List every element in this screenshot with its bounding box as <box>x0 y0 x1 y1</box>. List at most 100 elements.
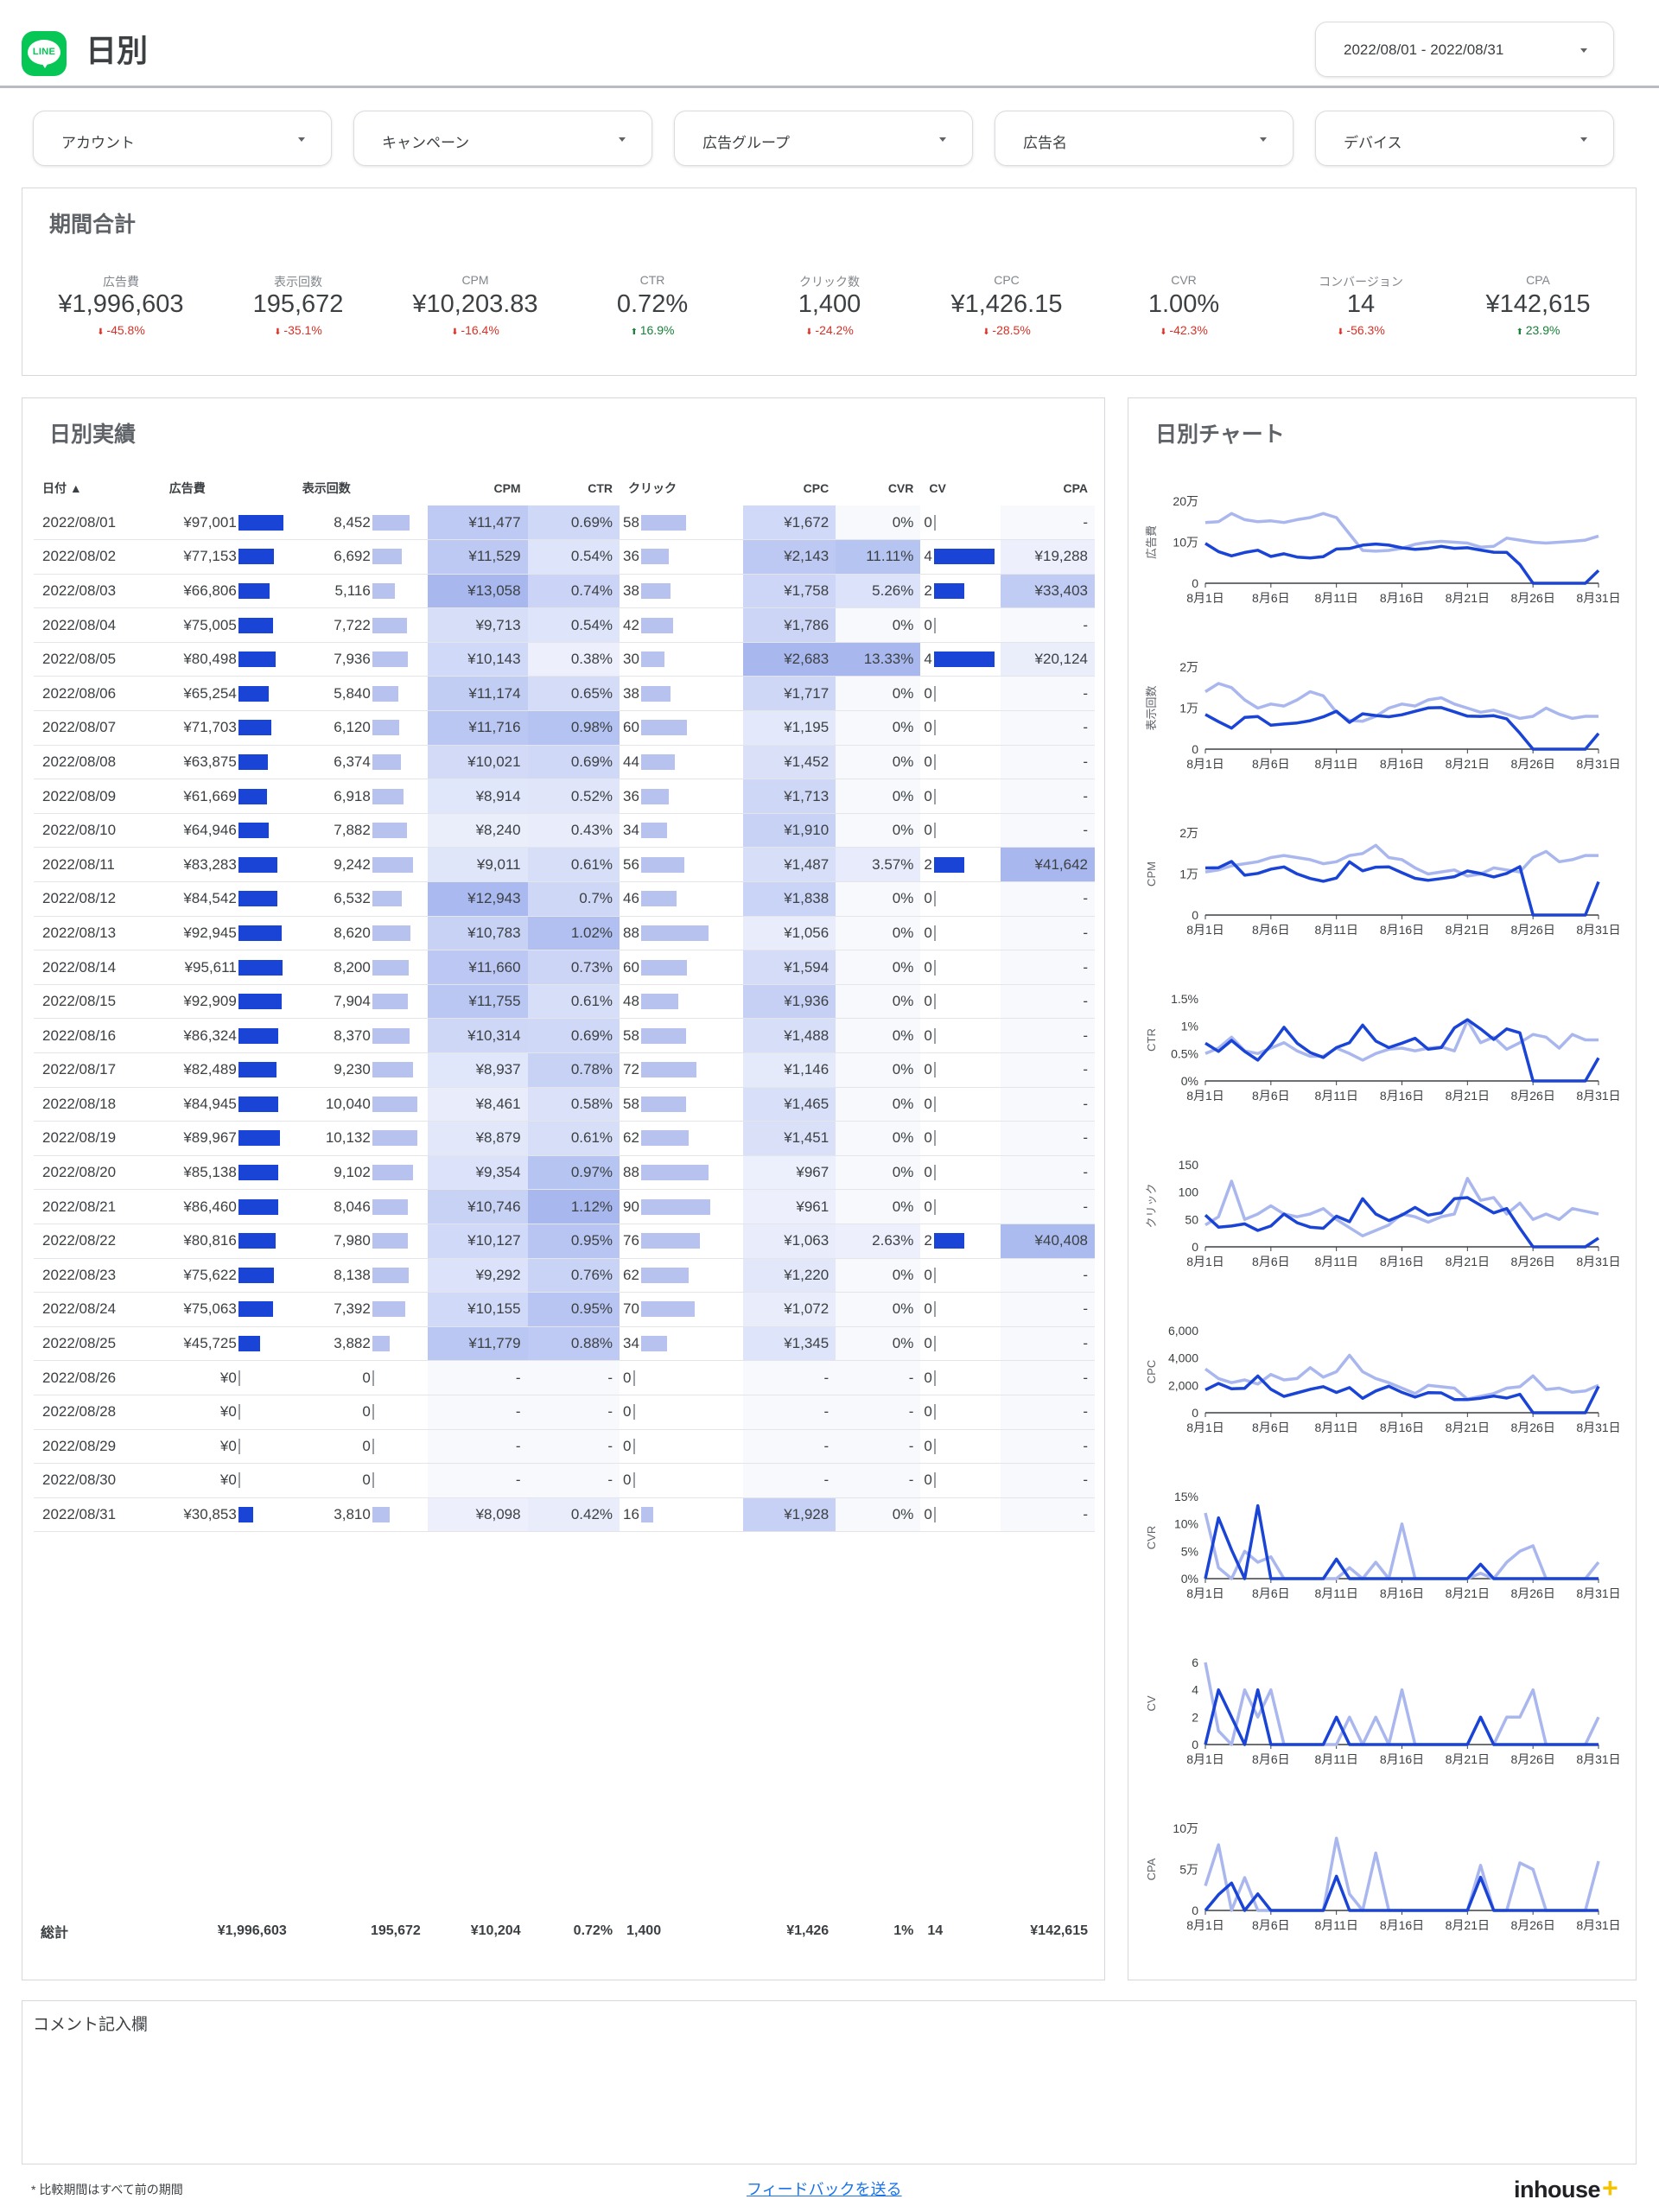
bar-cell: 0 <box>293 1429 428 1465</box>
data-bar <box>933 1062 936 1078</box>
date-range-picker[interactable]: 2022/08/01 - 2022/08/31 <box>1315 22 1614 77</box>
cell-value: 9,230 <box>334 1061 371 1078</box>
column-header[interactable]: CV <box>929 481 946 495</box>
y-tick-label: 10万 <box>1173 536 1198 550</box>
filter-campaign[interactable]: キャンペーン <box>353 111 652 166</box>
cell-value: ¥75,005 <box>183 616 237 633</box>
column-header[interactable]: CVR <box>887 481 914 495</box>
y-tick-label: 5% <box>1181 1544 1198 1558</box>
cell-value: 0 <box>924 1403 932 1421</box>
chevron-down-icon <box>1580 48 1587 53</box>
column-header[interactable]: CPC <box>803 481 830 495</box>
filter-ad-name[interactable]: 広告名 <box>995 111 1294 166</box>
totals-value: ¥1,996,603 <box>217 1923 287 1938</box>
filter-device[interactable]: デバイス <box>1315 111 1614 166</box>
bar-cell: 0 <box>920 1395 1001 1430</box>
data-bar <box>640 652 664 668</box>
column-header[interactable]: 広告費 <box>168 481 206 495</box>
bar-cell: 8,138 <box>293 1258 428 1294</box>
column-header[interactable]: CTR <box>588 481 613 495</box>
cell-value: 58 <box>623 513 639 531</box>
table-row: 2022/08/14 ¥95,611 8,200 ¥11,660 0.73% 60 ¥1,5… <box>34 950 1095 985</box>
data-bar <box>640 617 673 633</box>
cell-value: - <box>1001 1292 1095 1327</box>
feedback-link[interactable]: フィードバックを送る <box>747 2181 902 2198</box>
cell-value: 30 <box>623 651 639 668</box>
data-bar <box>372 925 410 941</box>
cell-value: - <box>427 1360 528 1395</box>
bar-cell: 58 <box>620 1018 743 1053</box>
y-tick-label: 0 <box>1192 576 1198 590</box>
cell-value: - <box>427 1395 528 1430</box>
x-tick-label: 8月11日 <box>1315 1918 1358 1932</box>
date-cell: 2022/08/22 <box>34 1224 161 1259</box>
data-bar <box>372 1165 413 1181</box>
page-title: 日別 <box>86 33 149 68</box>
cell-value: 0.43% <box>527 813 620 849</box>
cell-value: ¥1,910 <box>742 813 836 849</box>
data-bar <box>238 685 269 702</box>
column-header[interactable]: クリック <box>628 481 677 495</box>
bar-cell: 3,810 <box>293 1497 428 1533</box>
data-bar <box>372 1301 405 1318</box>
data-bar <box>238 1027 278 1044</box>
data-bar <box>933 753 936 770</box>
filter-account[interactable]: アカウント <box>33 111 332 166</box>
chart-0: 広告費 0 10万 20万 8月1日 8月6日 8月11日 8月16日 8月21日 8月26日 8月… <box>1145 494 1621 605</box>
cell-value: 0.42% <box>527 1497 620 1533</box>
kpi-label: CPM <box>461 273 489 287</box>
cell-value: 0.78% <box>527 1052 620 1088</box>
bar-cell: 58 <box>620 1087 743 1122</box>
bar-cell: ¥89,967 <box>160 1121 294 1156</box>
data-bar <box>640 1165 709 1181</box>
cell-value: 0 <box>623 1471 632 1489</box>
cell-value: 90 <box>623 1198 639 1215</box>
bar-cell: 4 <box>920 642 1001 677</box>
column-header[interactable]: 日付 ▲ <box>42 481 82 495</box>
data-bar <box>238 753 268 770</box>
column-header[interactable]: 表示回数 <box>302 481 351 495</box>
data-bar <box>933 1165 936 1181</box>
data-bar <box>640 1027 686 1044</box>
cell-value: 11.11% <box>836 539 921 575</box>
date-cell: 2022/08/01 <box>34 505 161 541</box>
x-tick-label: 8月21日 <box>1446 1255 1490 1268</box>
cell-value: ¥95,611 <box>184 958 237 976</box>
date-cell: 2022/08/12 <box>34 881 161 917</box>
cell-value: ¥0 <box>219 1437 237 1454</box>
data-bar <box>238 1267 274 1283</box>
x-tick-label: 8月21日 <box>1446 757 1490 771</box>
series-line-previous <box>1204 1836 1600 1912</box>
cell-value: 4 <box>924 548 932 565</box>
data-bar <box>640 788 669 804</box>
comment-title: コメント記入欄 <box>33 2016 149 2034</box>
x-tick-label: 8月11日 <box>1315 923 1358 937</box>
bar-cell: ¥80,816 <box>160 1224 294 1259</box>
x-tick-label: 8月31日 <box>1576 1586 1620 1600</box>
cell-value: - <box>1001 505 1095 541</box>
cell-value: ¥0 <box>219 1471 237 1489</box>
filter-ad-group[interactable]: 広告グループ <box>674 111 973 166</box>
cell-value: 62 <box>623 1266 639 1283</box>
cell-value: - <box>1001 916 1095 951</box>
data-bar <box>372 1233 408 1249</box>
column-header[interactable]: CPA <box>1063 481 1088 495</box>
bar-cell: 8,370 <box>293 1018 428 1053</box>
data-bar <box>238 1404 240 1421</box>
cell-value: 62 <box>623 1129 639 1147</box>
cell-value: 0.65% <box>527 676 620 712</box>
cell-value: 0% <box>836 881 921 917</box>
data-bar <box>238 1062 276 1078</box>
totals-value: 14 <box>927 1923 944 1938</box>
kpi-change: ⬆ 16.9% <box>566 323 739 337</box>
data-bar <box>933 959 936 976</box>
column-header[interactable]: CPM <box>493 481 521 495</box>
bar-cell: 2 <box>920 847 1001 883</box>
cell-value: 8,370 <box>334 1027 371 1044</box>
data-bar <box>238 617 273 633</box>
kpi-change-value: -24.2% <box>815 323 854 337</box>
cell-value: ¥8,914 <box>427 779 528 814</box>
data-bar <box>933 720 936 736</box>
cell-value: 0.61% <box>527 847 620 883</box>
comment-panel[interactable] <box>22 2000 1637 2164</box>
